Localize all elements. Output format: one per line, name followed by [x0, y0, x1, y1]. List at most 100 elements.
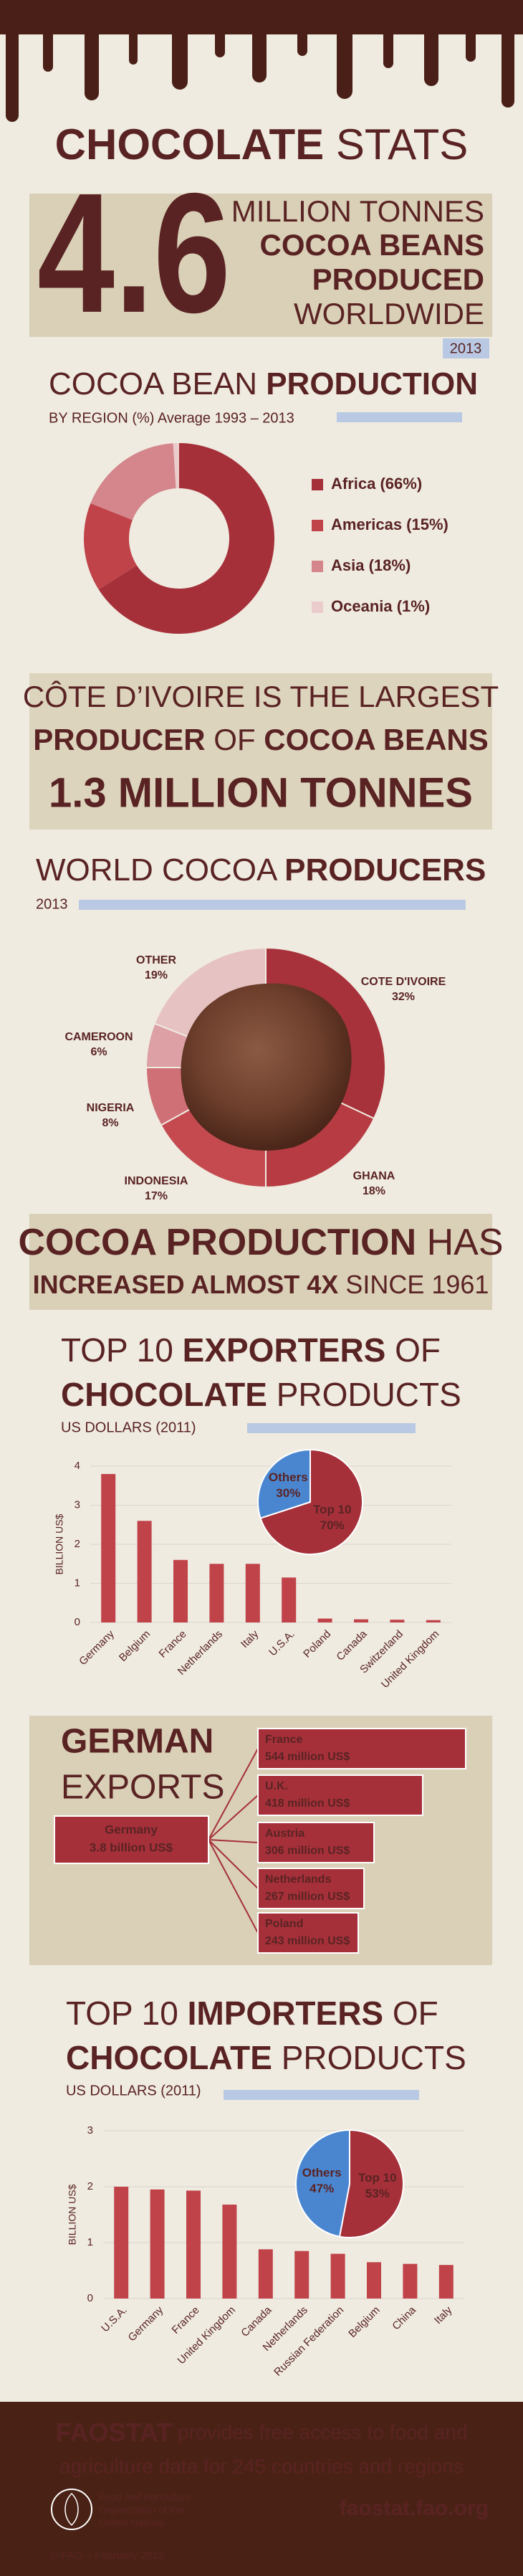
- destination-name: U.K.: [265, 1780, 288, 1792]
- section-title: CHOCOLATE PRODUCTS: [66, 2039, 466, 2076]
- callout-text: PRODUCER OF COCOA BEANS: [33, 723, 489, 756]
- callout-text: INCREASED ALMOST 4X SINCE 1961: [33, 1270, 489, 1299]
- pie-slice: [173, 443, 179, 489]
- source-value: 3.8 billion US$: [90, 1840, 173, 1854]
- callout-text-part: OF: [213, 723, 255, 756]
- bar: [245, 1564, 260, 1622]
- subtitle-bar: [79, 900, 466, 910]
- legend-swatch: [312, 520, 323, 531]
- fao-logo-mark: [64, 2492, 79, 2527]
- hero-box: [29, 194, 492, 337]
- section-title: WORLD COCOA PRODUCERS: [36, 852, 486, 888]
- legend-label: Oceania (1%): [331, 597, 430, 615]
- bar: [258, 2249, 273, 2299]
- destination-name: Netherlands: [265, 1873, 332, 1886]
- y-tick-label: 0: [75, 1616, 80, 1628]
- section-title-part: PRODUCTION: [266, 366, 478, 401]
- pie-slice: [90, 443, 176, 521]
- connector: [208, 1795, 259, 1840]
- callout-text-part: SINCE 1961: [345, 1270, 489, 1299]
- slice-label: NIGERIA: [87, 1102, 135, 1114]
- bar: [438, 2265, 454, 2299]
- main-title-part: CHOCOLATE: [55, 120, 325, 168]
- section-title: TOP 10 EXPORTERS OF: [61, 1331, 441, 1369]
- section-title: TOP 10 IMPORTERS OF: [66, 1995, 438, 2032]
- bar: [317, 1618, 332, 1622]
- slice-value: 17%: [145, 1190, 168, 1202]
- destination-box: [257, 1774, 423, 1816]
- section-subtitle: 2013: [36, 896, 68, 912]
- section-subtitle: US DOLLARS (2011): [61, 1420, 196, 1435]
- y-tick-label: 0: [87, 2292, 93, 2304]
- section-title-part: TOP 10: [66, 1995, 178, 2032]
- pie-slice: [98, 443, 274, 634]
- subtitle-bar: [247, 1423, 416, 1433]
- slice-label: CAMEROON: [64, 1031, 133, 1043]
- pie-value: 30%: [276, 1486, 300, 1500]
- footer-band: [0, 2402, 523, 2576]
- callout-text-part: INCREASED ALMOST 4X: [33, 1270, 339, 1299]
- section-title: CHOCOLATE PRODUCTS: [61, 1376, 461, 1413]
- section-title: COCOA BEAN PRODUCTION: [49, 366, 478, 401]
- footer-text-part: provides free access to food and: [178, 2421, 468, 2443]
- pie-slice: [257, 1448, 311, 1519]
- footer-text: FAOSTAT provides free access to food and: [55, 2418, 467, 2447]
- slice-value: 32%: [392, 991, 415, 1003]
- bar: [403, 2263, 418, 2299]
- y-tick-label: 1: [75, 1577, 80, 1589]
- destination-value: 243 million US$: [265, 1935, 350, 1947]
- bar: [294, 2251, 310, 2299]
- chocolate-drips: [0, 0, 523, 122]
- legend-swatch: [312, 561, 323, 572]
- destination-name: France: [265, 1734, 303, 1746]
- source-box: [54, 1815, 209, 1864]
- legend-swatch: [312, 602, 323, 613]
- destination-box: [257, 1728, 466, 1769]
- y-tick-label: 4: [75, 1460, 80, 1472]
- slice-label: OTHER: [136, 954, 176, 966]
- y-tick-label: 1: [87, 2236, 93, 2248]
- bar: [101, 1473, 116, 1622]
- section-title-part: TOP 10: [61, 1331, 173, 1369]
- connector: [208, 1839, 259, 1843]
- copyright: © FAO – February 2015: [50, 2549, 164, 2562]
- bar: [390, 1620, 405, 1622]
- pie-value: 47%: [310, 2182, 334, 2195]
- y-tick-label: 3: [87, 2124, 93, 2137]
- section-title-part: PRODUCTS: [277, 1376, 461, 1413]
- footer-text: agriculture data for 245 countries and r…: [59, 2455, 463, 2477]
- hero-year: 2013: [450, 341, 482, 356]
- slice-value: 18%: [363, 1185, 385, 1197]
- bar: [173, 1559, 188, 1622]
- callout-highlight: 1.3 MILLION TONNES: [49, 769, 473, 816]
- bar: [114, 2187, 129, 2299]
- section-title-part: CHOCOLATE: [66, 2039, 272, 2076]
- footer-text-part: FAOSTAT: [55, 2418, 172, 2447]
- hero-text: COCOA BEANS: [260, 228, 484, 262]
- hero-text: WORLDWIDE: [294, 297, 484, 331]
- subtitle-bar: [224, 2090, 419, 2100]
- legend-swatch: [312, 479, 323, 490]
- pie-label: Top 10: [313, 1503, 352, 1516]
- destination-value: 544 million US$: [265, 1751, 350, 1763]
- slice-value: 19%: [145, 969, 168, 982]
- legend-label: Asia (18%): [331, 556, 411, 574]
- pie-label: Others: [269, 1470, 308, 1484]
- slice-label: GHANA: [353, 1170, 395, 1182]
- org-name: Organization of the: [99, 2504, 184, 2516]
- section-title-part: PRODUCERS: [284, 852, 486, 888]
- slice-value: 6%: [90, 1046, 107, 1058]
- hero-text: MILLION TONNES: [231, 194, 484, 228]
- section-title-part: OF: [395, 1331, 441, 1369]
- callout-text: CÔTE D’IVOIRE IS THE LARGEST: [23, 680, 499, 713]
- y-tick-label: 3: [75, 1498, 80, 1511]
- bar: [186, 2190, 201, 2299]
- bar: [426, 1620, 441, 1622]
- year-tag: [443, 338, 489, 358]
- bar: [209, 1564, 224, 1622]
- bar: [367, 2262, 381, 2299]
- pie-label: Others: [302, 2166, 342, 2180]
- legend-label: Africa (66%): [331, 475, 422, 493]
- y-tick-label: 2: [87, 2180, 93, 2192]
